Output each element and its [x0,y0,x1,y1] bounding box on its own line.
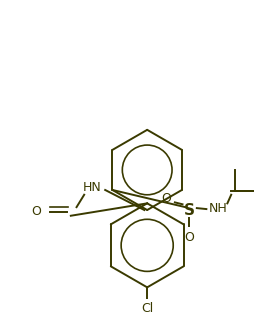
Text: S: S [184,203,195,218]
Text: O: O [31,205,41,218]
Text: O: O [184,231,194,244]
Text: HN: HN [82,181,101,194]
Text: Cl: Cl [141,302,153,313]
Text: O: O [161,192,171,205]
Text: NH: NH [209,202,227,215]
